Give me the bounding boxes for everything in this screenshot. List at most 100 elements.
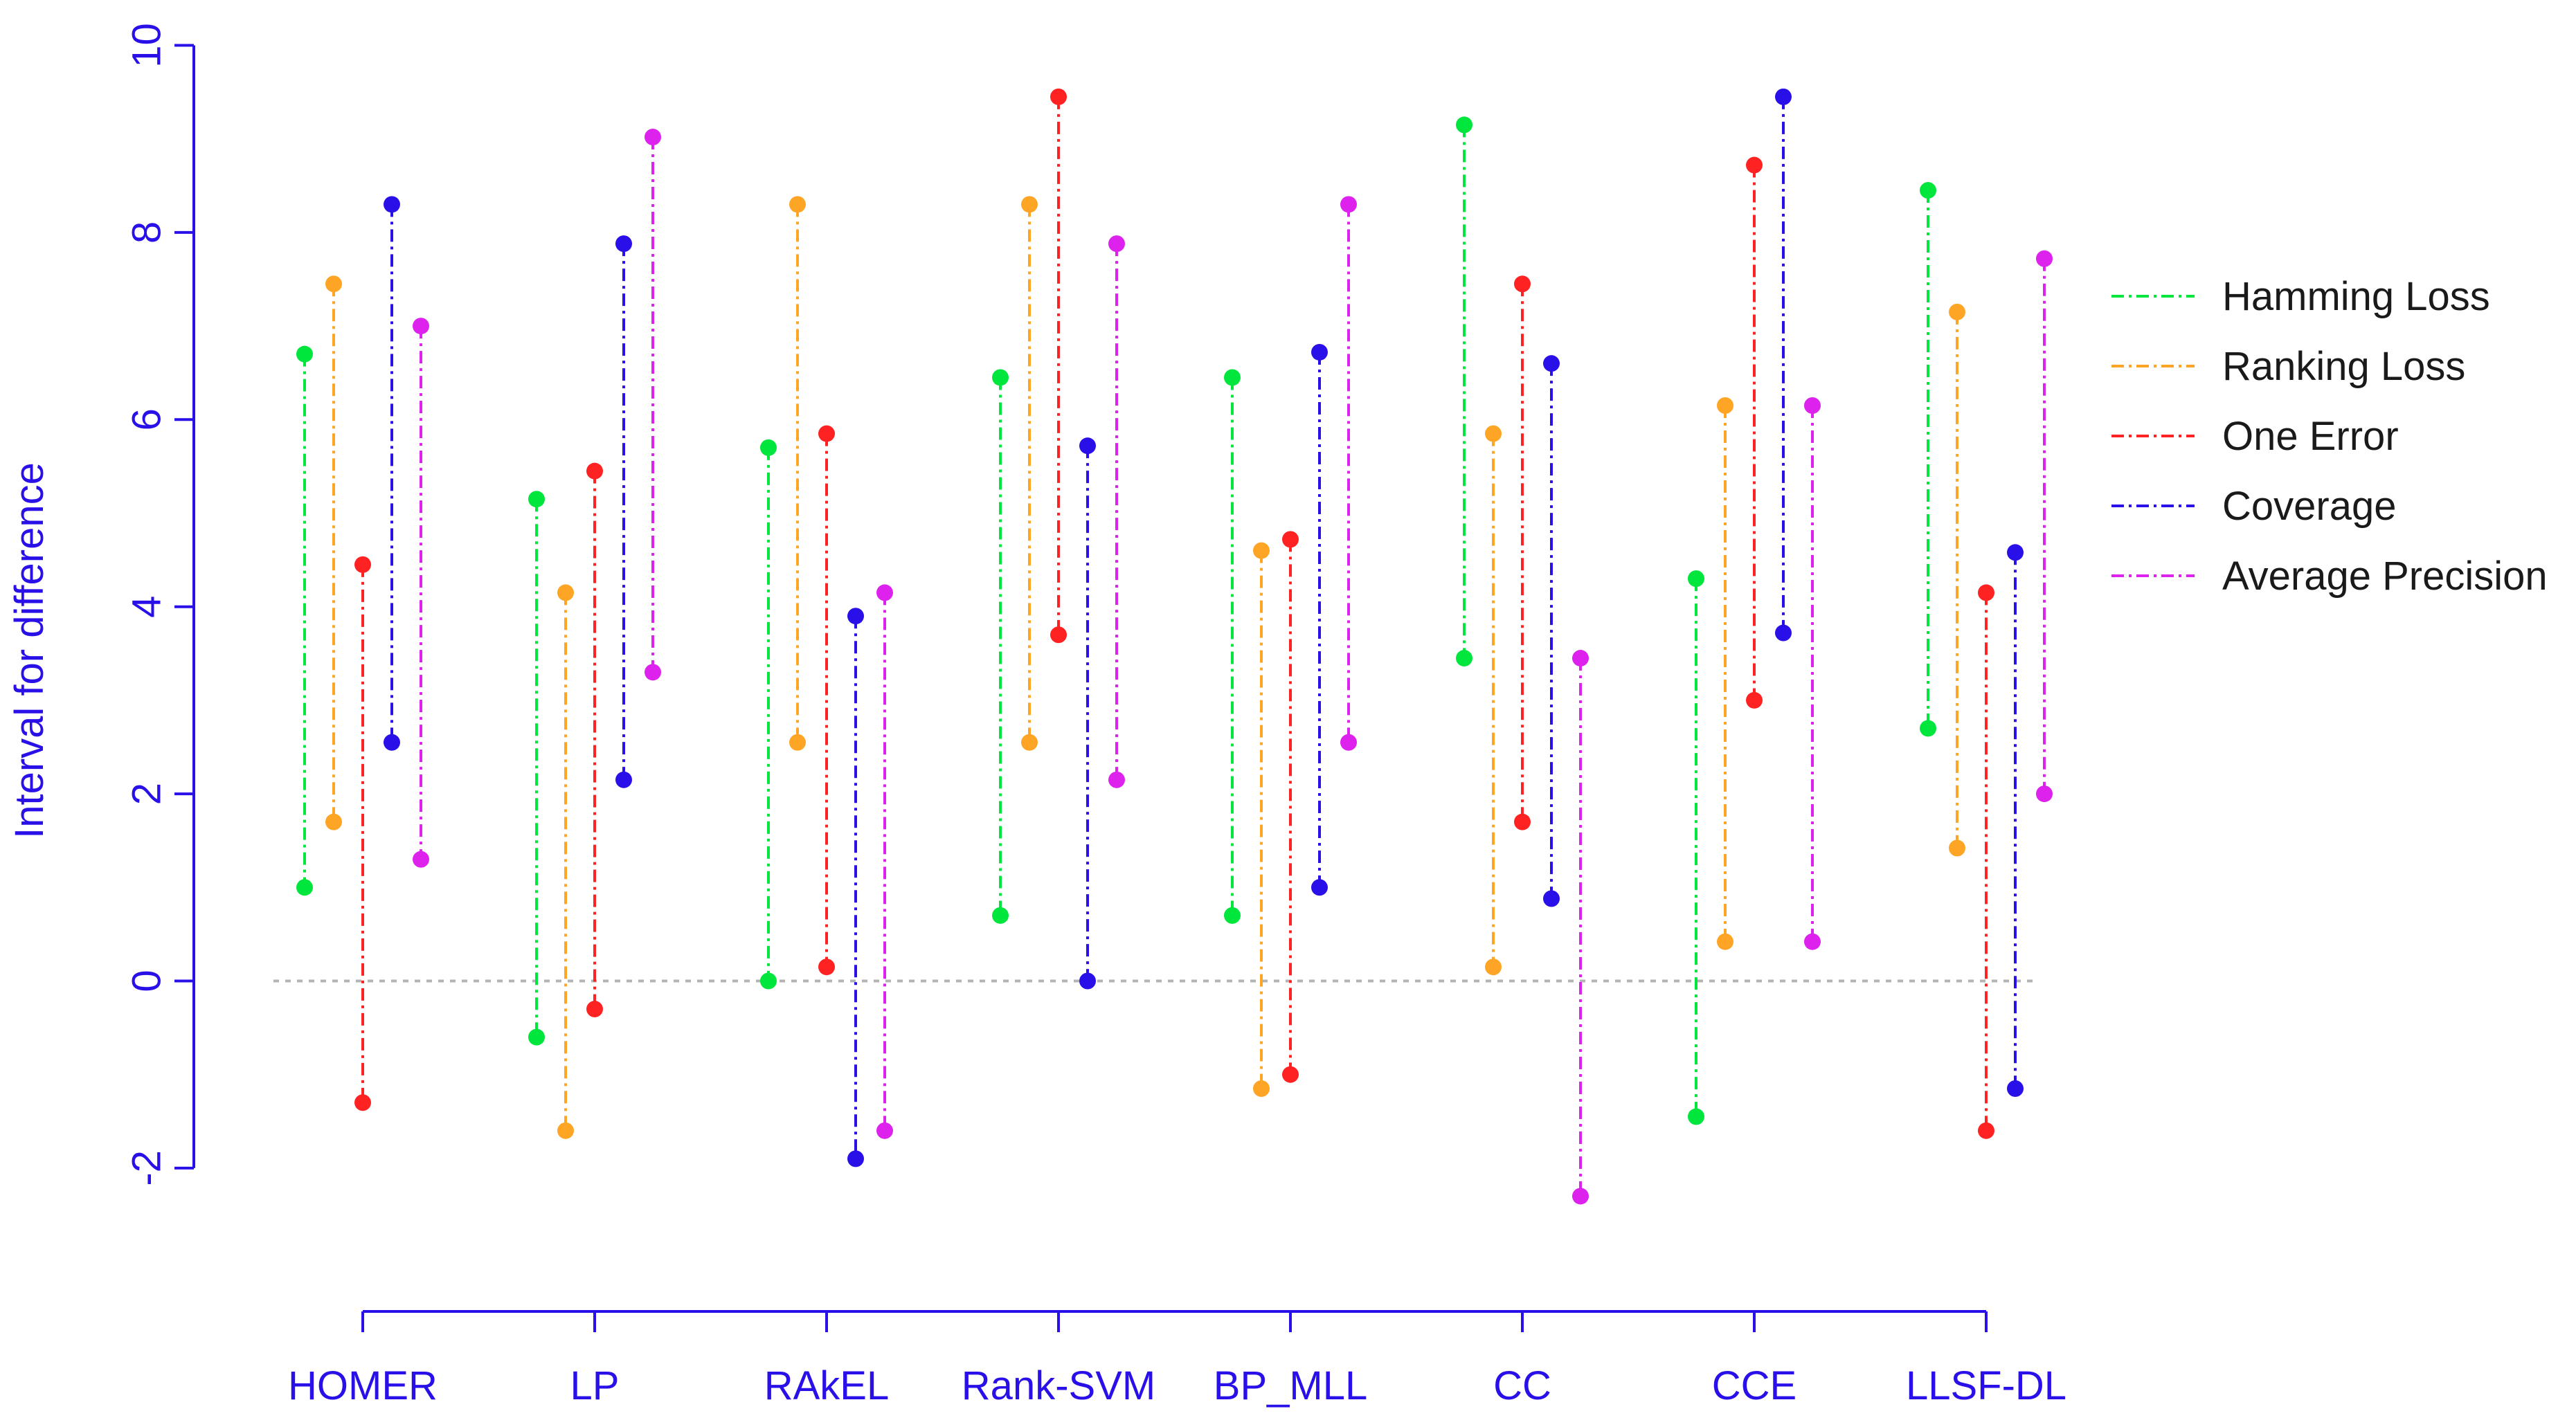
interval-lower-point <box>586 1001 603 1018</box>
y-tick-label: 4 <box>124 596 169 618</box>
interval-lower-point <box>1572 1188 1589 1205</box>
legend-item: Ranking Loss <box>2111 344 2465 389</box>
interval-upper-point <box>1108 235 1125 253</box>
legend-label: Average Precision <box>2222 554 2548 599</box>
interval-upper-point <box>1746 156 1763 174</box>
interval-lower-point <box>1340 734 1357 751</box>
x-tick-label: CCE <box>1712 1363 1796 1408</box>
series-one-error <box>354 88 1994 1139</box>
series-ranking-loss <box>325 196 1965 1139</box>
y-tick-label: 10 <box>124 23 169 68</box>
interval-upper-point <box>1804 397 1821 415</box>
interval-lower-point <box>2036 785 2053 803</box>
interval-lower-point <box>760 972 777 990</box>
legend-item: Average Precision <box>2111 554 2548 599</box>
interval-upper-point <box>760 439 777 456</box>
series-group <box>296 88 2053 1205</box>
interval-lower-point <box>1804 933 1821 950</box>
legend-label: One Error <box>2222 414 2399 459</box>
interval-lower-point <box>1775 624 1792 642</box>
interval-lower-point <box>1688 1108 1704 1125</box>
interval-upper-point <box>847 608 864 625</box>
interval-upper-point <box>1311 343 1328 361</box>
interval-lower-point <box>847 1150 864 1167</box>
x-tick-label: RAkEL <box>764 1363 890 1408</box>
interval-upper-point <box>1050 88 1067 105</box>
interval-upper-point <box>1340 196 1357 213</box>
interval-lower-point <box>789 734 806 751</box>
y-tick-label: 6 <box>124 408 169 430</box>
interval-lower-point <box>325 813 342 830</box>
interval-upper-point <box>1920 182 1936 199</box>
interval-lower-point <box>557 1122 574 1139</box>
legend-item: One Error <box>2111 414 2399 459</box>
interval-upper-point <box>1485 425 1502 442</box>
legend-label: Coverage <box>2222 484 2396 529</box>
interval-lower-point <box>1920 720 1936 737</box>
interval-upper-point <box>789 196 806 213</box>
interval-lower-point <box>1485 958 1502 976</box>
interval-upper-point <box>2007 544 2024 561</box>
x-tick-label: Rank-SVM <box>962 1363 1155 1408</box>
interval-upper-point <box>1717 397 1733 415</box>
interval-lower-point <box>1456 650 1472 667</box>
interval-upper-point <box>876 584 893 601</box>
y-tick-label: 0 <box>124 970 169 992</box>
legend-label: Hamming Loss <box>2222 274 2490 319</box>
interval-upper-point <box>1079 437 1096 455</box>
interval-lower-point <box>1978 1122 1994 1139</box>
interval-lower-point <box>1717 933 1733 950</box>
y-tick-label: 2 <box>124 783 169 805</box>
x-tick-label: CC <box>1493 1363 1551 1408</box>
interval-upper-point <box>296 345 313 363</box>
interval-upper-point <box>992 369 1009 386</box>
interval-lower-point <box>876 1122 893 1139</box>
interval-lower-point <box>413 851 429 868</box>
interval-upper-point <box>1543 355 1560 372</box>
x-tick-label: LLSF-DL <box>1906 1363 2066 1408</box>
interval-upper-point <box>528 491 545 508</box>
interval-lower-point <box>1253 1080 1270 1097</box>
interval-upper-point <box>615 235 632 253</box>
interval-upper-point <box>384 196 400 213</box>
x-tick-label: BP_MLL <box>1214 1363 1367 1408</box>
legend-item: Coverage <box>2111 484 2396 529</box>
interval-lower-point <box>1079 972 1096 990</box>
interval-lower-point <box>1543 890 1560 907</box>
interval-upper-point <box>1282 531 1299 548</box>
interval-lower-point <box>1021 734 1038 751</box>
y-tick-label: -2 <box>124 1150 169 1186</box>
interval-upper-point <box>1224 369 1241 386</box>
interval-upper-point <box>2036 250 2053 267</box>
interval-upper-point <box>1253 542 1270 559</box>
interval-lower-point <box>1108 771 1125 788</box>
interval-lower-point <box>296 879 313 896</box>
legend-item: Hamming Loss <box>2111 274 2490 319</box>
x-tick-label: HOMER <box>288 1363 438 1408</box>
interval-upper-point <box>1514 275 1531 293</box>
interval-upper-point <box>1021 196 1038 213</box>
series-coverage <box>384 88 2024 1167</box>
interval-lower-point <box>1224 907 1241 924</box>
series-hamming-loss <box>296 116 1936 1125</box>
interval-lower-point <box>1311 879 1328 896</box>
y-axis-title: Interval for difference <box>7 462 52 839</box>
interval-lower-point <box>1514 813 1531 830</box>
interval-lower-point <box>992 907 1009 924</box>
interval-upper-point <box>1978 584 1994 601</box>
series-average-precision <box>413 128 2053 1205</box>
legend-label: Ranking Loss <box>2222 344 2465 389</box>
interval-upper-point <box>818 425 835 442</box>
y-tick-label: 8 <box>124 221 169 244</box>
axes-group: -2 0 2 4 6 8 10 HOMER LP RAkEL Rank-SVM BP_MLL CC CCE… <box>124 23 2066 1408</box>
interval-lower-point <box>615 771 632 788</box>
interval-upper-point <box>557 584 574 601</box>
interval-lower-point <box>354 1094 371 1111</box>
interval-upper-point <box>413 318 429 335</box>
interval-lower-point <box>1282 1066 1299 1083</box>
interval-upper-point <box>1949 303 1965 320</box>
interval-lower-point <box>1746 691 1763 709</box>
interval-lower-point <box>645 664 661 681</box>
interval-lower-point <box>818 958 835 976</box>
